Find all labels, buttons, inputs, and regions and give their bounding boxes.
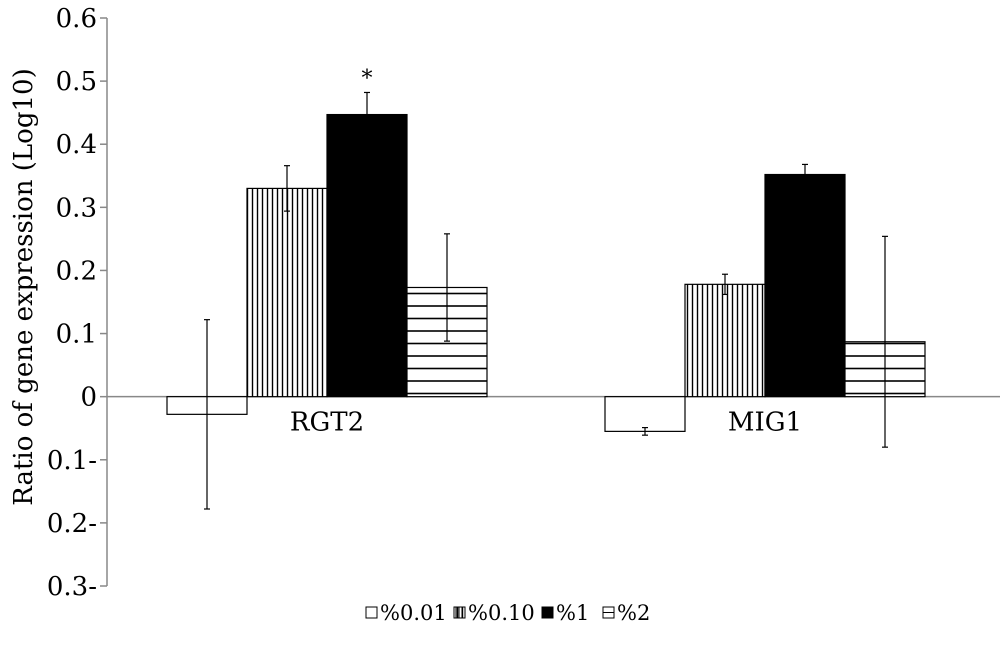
significance-marker: * xyxy=(362,66,373,91)
category-label: MIG1 xyxy=(728,408,802,438)
y-tick-label: 0.1- xyxy=(47,446,97,476)
y-tick-label: 0.3 xyxy=(56,193,97,223)
annotations: * xyxy=(362,66,373,91)
bar-mig1-0 xyxy=(604,396,686,432)
y-axis-ticks: 0.6 0.5 0.4 0.3 0.2 0.1 0 0.1- 0.2- 0.3- xyxy=(47,4,107,602)
category-label: RGT2 xyxy=(290,408,364,438)
bars xyxy=(166,113,926,432)
y-tick-label: 0.5 xyxy=(56,67,97,97)
legend-swatch xyxy=(541,606,554,619)
y-tick-label: 0.2 xyxy=(56,256,97,286)
error-bars xyxy=(204,91,888,510)
legend-swatch xyxy=(365,606,378,619)
y-tick-label: 0.2- xyxy=(47,509,97,539)
category-labels: RGT2 MIG1 xyxy=(290,408,802,438)
y-tick-label: 0 xyxy=(80,383,97,413)
legend: %0.01 %0.10 %1 %2 xyxy=(365,601,650,625)
y-tick-label: 0.1 xyxy=(56,320,97,350)
y-tick-label: 0.4 xyxy=(56,130,97,160)
bar-rgt2-1 xyxy=(246,187,328,398)
y-axis-label: Ratio of gene expression (Log10) xyxy=(9,68,39,505)
bar-rgt2-2 xyxy=(326,113,408,398)
axes xyxy=(106,18,1000,586)
y-tick-label: 0.3- xyxy=(47,572,97,602)
legend-label: %0.10 xyxy=(468,601,535,625)
legend-label: %0.01 xyxy=(380,601,447,625)
legend-label: %1 xyxy=(556,601,589,625)
bar-mig1-1 xyxy=(684,283,766,398)
bar-mig1-2 xyxy=(764,173,846,398)
y-tick-label: 0.6 xyxy=(56,4,97,34)
legend-label: %2 xyxy=(617,601,650,625)
